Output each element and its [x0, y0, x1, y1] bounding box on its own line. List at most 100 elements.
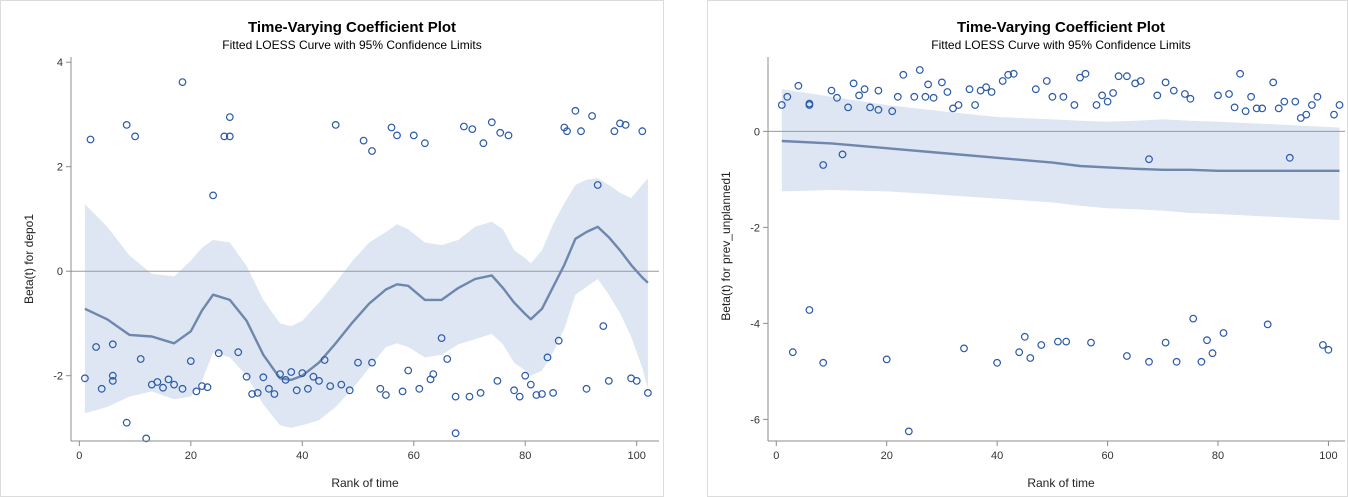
data-point	[849, 79, 858, 88]
data-point	[421, 139, 429, 148]
data-point	[97, 384, 106, 393]
data-point	[924, 80, 933, 89]
data-point	[398, 387, 407, 396]
data-point	[404, 366, 413, 375]
data-point	[1145, 357, 1153, 366]
data-point	[292, 386, 301, 395]
data-point	[1319, 341, 1327, 349]
data-point	[242, 372, 251, 381]
data-point	[1026, 354, 1035, 362]
y-tick-label: 2	[57, 162, 63, 174]
data-point	[493, 377, 502, 385]
data-point	[1291, 97, 1300, 106]
y-tick-label: 0	[754, 126, 760, 138]
data-point	[476, 389, 485, 397]
data-point	[178, 384, 187, 393]
data-point	[368, 147, 376, 155]
data-point	[382, 391, 390, 399]
data-point	[142, 434, 151, 443]
data-point	[209, 191, 218, 200]
data-point	[616, 119, 624, 128]
data-point	[86, 135, 95, 144]
data-point	[1015, 348, 1024, 357]
data-point	[108, 371, 117, 380]
x-tick-label: 20	[881, 450, 893, 462]
data-point	[610, 127, 619, 136]
data-point	[1330, 110, 1338, 119]
data-point	[532, 391, 541, 399]
data-point	[504, 131, 513, 140]
chart-subtitle: Fitted LOESS Curve with 95% Confidence L…	[931, 38, 1190, 52]
data-point	[1153, 91, 1162, 100]
loess-curve	[84, 225, 649, 382]
x-tick-label: 80	[1212, 450, 1224, 462]
x-tick-label: 80	[519, 450, 531, 462]
x-tick-label: 60	[1101, 450, 1113, 462]
data-point	[203, 383, 212, 392]
data-point	[987, 88, 996, 96]
data-point	[234, 348, 243, 357]
data-point	[131, 132, 140, 141]
data-point	[276, 370, 284, 379]
data-point	[1219, 329, 1228, 337]
data-point	[164, 375, 173, 384]
data-point	[1203, 336, 1211, 345]
data-point	[1247, 92, 1255, 101]
data-point	[1189, 314, 1198, 323]
data-point	[788, 348, 797, 357]
data-point	[874, 86, 883, 95]
confidence-band	[84, 178, 648, 428]
data-point	[309, 372, 318, 381]
data-point	[910, 92, 919, 101]
data-point	[899, 70, 908, 79]
y-axis-label: Beta(t) for depo1	[22, 214, 36, 304]
data-point	[1031, 85, 1040, 94]
data-point	[1236, 69, 1244, 78]
y-tick-label: 4	[57, 57, 63, 69]
data-point	[460, 122, 468, 131]
y-tick-label: -4	[750, 318, 760, 330]
data-point	[1324, 345, 1333, 354]
data-point	[915, 66, 924, 74]
data-point	[1296, 114, 1305, 122]
data-point	[998, 77, 1007, 85]
data-point	[214, 349, 223, 358]
data-point	[198, 382, 206, 391]
loess-curve	[781, 139, 1340, 172]
data-point	[833, 93, 841, 102]
data-point	[320, 356, 329, 364]
data-point	[604, 377, 613, 385]
data-point	[783, 92, 792, 101]
x-tick-label: 20	[185, 450, 197, 462]
x-tick-label: 0	[773, 450, 779, 462]
x-tick-label: 100	[628, 450, 646, 462]
data-point	[259, 373, 268, 382]
data-point	[588, 112, 596, 120]
data-point	[326, 382, 335, 391]
data-point	[638, 127, 647, 136]
data-point	[860, 85, 869, 94]
data-point	[805, 99, 814, 108]
data-point	[122, 418, 131, 427]
data-point	[844, 103, 853, 112]
data-point	[1048, 92, 1057, 101]
data-point	[1087, 338, 1095, 347]
plot-area: 0 20 40 60 80 100 -2 0 2 4	[53, 57, 659, 462]
data-point	[1280, 97, 1289, 106]
data-point	[1092, 101, 1101, 109]
data-point	[479, 139, 488, 148]
x-tick-label: 100	[1319, 450, 1337, 462]
data-point	[122, 120, 131, 129]
data-point	[1302, 110, 1311, 119]
x-tick-label: 0	[76, 450, 82, 462]
data-point	[1263, 320, 1272, 329]
data-point	[1103, 97, 1112, 106]
data-point	[1308, 101, 1316, 109]
data-point	[1269, 78, 1278, 87]
data-point	[1136, 77, 1145, 85]
data-point	[1169, 86, 1178, 95]
coefficient-chart-prev-unplanned1: Time-Varying Coefficient Plot Fitted LOE…	[719, 19, 1345, 490]
data-point	[92, 343, 100, 351]
data-point	[510, 386, 518, 395]
data-point	[838, 150, 847, 159]
